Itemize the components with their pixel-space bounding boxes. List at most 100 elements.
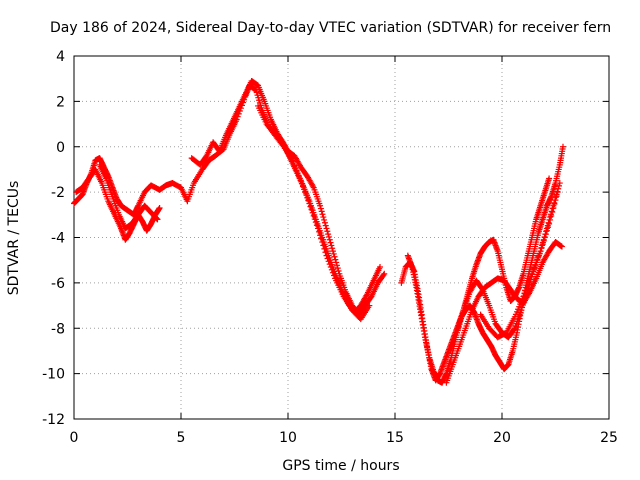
data-point-marker [325, 233, 332, 240]
data-point-marker [299, 183, 306, 190]
data-point-marker [522, 287, 529, 294]
data-point-marker [558, 243, 565, 250]
data-point-marker [457, 318, 464, 325]
data-point-marker [309, 209, 316, 216]
data-point-marker [323, 252, 330, 259]
data-point-marker [156, 205, 163, 212]
data-point-marker [533, 259, 540, 266]
y-tick-label: -2 [51, 185, 65, 201]
data-point-marker [380, 271, 387, 278]
axis-ticks: -12 -10 -8 -6 -4 -2 0 2 4 0 5 10 15 20 25 [42, 49, 618, 446]
data-point-marker [535, 253, 542, 260]
data-point-marker [322, 249, 329, 256]
grid-lines [74, 56, 609, 419]
data-point-marker [313, 222, 320, 229]
y-tick-label: 4 [56, 49, 65, 65]
data-point-marker [318, 235, 325, 242]
data-point-marker [541, 234, 548, 241]
data-point-marker [298, 180, 305, 187]
y-tick-label: 2 [56, 94, 65, 110]
data-point-marker [329, 245, 336, 252]
data-point-marker [530, 267, 537, 274]
data-point-marker [317, 232, 324, 239]
x-tick-label: 0 [70, 430, 79, 446]
data-point-marker [548, 212, 555, 219]
data-point-marker [551, 201, 558, 208]
data-point-marker [547, 216, 554, 223]
data-point-marker [478, 285, 485, 292]
data-point-marker [325, 231, 332, 238]
data-point-marker [549, 208, 556, 215]
data-point-marker [321, 219, 328, 226]
data-point-marker [546, 220, 553, 227]
data-point-marker [331, 253, 338, 260]
data-point-marker [511, 326, 518, 333]
data-point-marker [324, 255, 331, 262]
y-tick-label: -12 [42, 412, 65, 428]
data-point-marker [302, 189, 309, 196]
data-point-marker [153, 215, 160, 222]
data-point-marker [297, 177, 304, 184]
data-point-marker [326, 236, 333, 243]
data-point-marker [458, 312, 465, 319]
data-point-marker [322, 222, 329, 229]
data-point-marker [381, 270, 388, 277]
x-tick-label: 10 [279, 430, 297, 446]
data-point-marker [553, 193, 560, 200]
data-point-marker [317, 205, 324, 212]
data-point-marker [526, 276, 533, 283]
data-point-marker [525, 279, 532, 286]
data-point-marker [531, 265, 538, 272]
data-point-marker [556, 180, 563, 187]
data-point-marker [307, 203, 314, 210]
data-point-marker [328, 266, 335, 273]
data-point-marker [546, 175, 553, 182]
data-point-marker [303, 191, 310, 198]
data-point-marker [520, 293, 527, 300]
data-point-marker [555, 182, 562, 189]
data-point-marker [333, 262, 340, 269]
data-point-marker [314, 225, 321, 232]
data-point-marker [334, 265, 341, 272]
data-point-marker [545, 224, 552, 231]
data-point-marker [559, 143, 566, 150]
y-tick-label: -6 [51, 276, 65, 292]
x-axis-label: GPS time / hours [282, 458, 399, 474]
data-point-marker [332, 256, 339, 263]
data-point-marker [305, 197, 312, 204]
y-tick-label: -10 [42, 367, 65, 383]
data-point-marker [319, 239, 326, 246]
y-axis-label: SDTVAR / TECUs [6, 181, 22, 296]
data-point-marker [329, 248, 336, 255]
data-point-marker [524, 282, 531, 289]
y-tick-label: -4 [51, 231, 65, 247]
data-point-marker [542, 231, 549, 238]
data-point-marker [532, 262, 539, 269]
data-point-marker [327, 263, 334, 270]
data-point-marker [537, 248, 544, 255]
data-point-marker [366, 302, 373, 309]
x-tick-label: 15 [386, 430, 404, 446]
data-points [71, 77, 566, 386]
data-point-marker [536, 250, 543, 257]
data-point-marker [552, 197, 559, 204]
data-point-marker [554, 189, 561, 196]
data-point-marker [318, 208, 325, 215]
data-point-marker [538, 244, 545, 251]
data-point-marker [528, 270, 535, 277]
data-point-marker [456, 321, 463, 328]
data-point-marker [329, 269, 336, 276]
data-point-marker [550, 205, 557, 212]
y-tick-label: 0 [56, 140, 65, 156]
data-point-marker [320, 214, 327, 221]
data-point-marker [323, 225, 330, 232]
data-point-marker [459, 309, 466, 316]
data-point-marker [308, 206, 315, 213]
data-point-marker [324, 228, 331, 235]
data-point-marker [539, 241, 546, 248]
x-tick-label: 25 [600, 430, 618, 446]
data-point-marker [327, 239, 334, 246]
data-point-marker [311, 216, 318, 223]
data-point-marker [321, 216, 328, 223]
